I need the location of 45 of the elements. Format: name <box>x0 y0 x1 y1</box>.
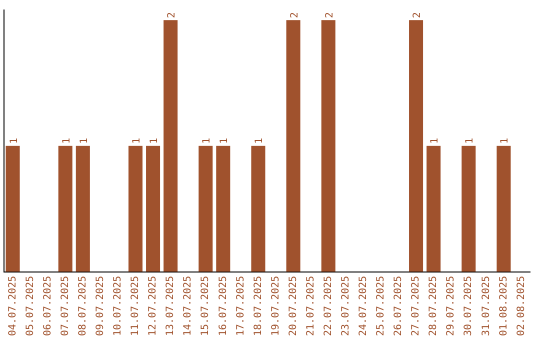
x-tick-label: 04.07.2025 <box>7 276 18 336</box>
x-tick-label: 20.07.2025 <box>288 276 299 336</box>
data-label: 1 <box>430 138 441 144</box>
x-tick-label: 31.07.2025 <box>480 276 492 336</box>
x-tick-label: 16.07.2025 <box>218 276 229 336</box>
x-tick-label: 23.07.2025 <box>340 276 352 336</box>
data-label: 1 <box>254 138 266 144</box>
data-label: 1 <box>219 138 230 144</box>
x-tick-label: 13.07.2025 <box>165 276 176 336</box>
x-tick-label: 27.07.2025 <box>410 276 422 336</box>
data-label: 1 <box>500 138 511 144</box>
data-label: 2 <box>289 12 300 18</box>
x-tick-label: 02.08.2025 <box>516 276 527 336</box>
x-tick-label: 30.07.2025 <box>463 276 474 336</box>
x-tick-label: 24.07.2025 <box>358 276 370 336</box>
data-label: 1 <box>61 138 72 144</box>
x-tick-label: 25.07.2025 <box>376 276 387 336</box>
x-tick-label: 01.08.2025 <box>498 276 510 336</box>
data-label: 1 <box>202 138 213 144</box>
x-tick-label: 14.07.2025 <box>182 276 194 336</box>
x-tick-label: 26.07.2025 <box>393 276 404 336</box>
data-label: 1 <box>8 138 20 144</box>
data-label: 1 <box>464 138 476 144</box>
x-tick-label: 11.07.2025 <box>130 276 142 336</box>
x-tick-label: 15.07.2025 <box>200 276 212 336</box>
x-tick-label: 10.07.2025 <box>112 276 124 336</box>
x-tick-label: 17.07.2025 <box>235 276 246 336</box>
x-tick-label: 08.07.2025 <box>77 276 88 336</box>
x-tick-label: 29.07.2025 <box>446 276 457 336</box>
x-tick-label: 22.07.2025 <box>322 276 334 336</box>
data-label: 2 <box>166 12 178 18</box>
x-tick-label: 28.07.2025 <box>428 276 440 336</box>
x-tick-label: 18.07.2025 <box>252 276 264 336</box>
x-tick-label: 05.07.2025 <box>24 276 36 336</box>
data-label: 2 <box>324 12 336 18</box>
x-tick-label: 21.07.2025 <box>305 276 316 336</box>
x-tick-label: 19.07.2025 <box>270 276 282 336</box>
x-tick-label: 06.07.2025 <box>42 276 54 336</box>
x-tick-label: 12.07.2025 <box>148 276 159 336</box>
x-tick-label: 07.07.2025 <box>60 276 71 336</box>
x-tick-label: 09.07.2025 <box>95 276 106 336</box>
data-label: 1 <box>149 138 160 144</box>
data-label: 1 <box>132 138 142 144</box>
data-label: 1 <box>78 138 90 144</box>
data-label: 2 <box>412 12 424 18</box>
